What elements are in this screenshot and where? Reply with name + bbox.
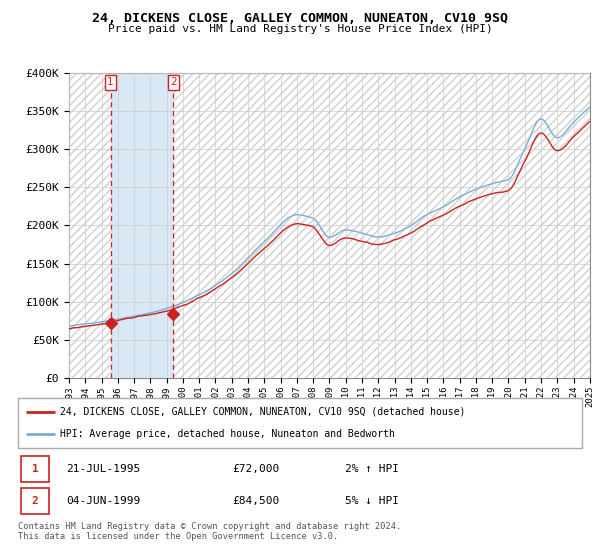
Text: £72,000: £72,000 xyxy=(232,464,280,474)
FancyBboxPatch shape xyxy=(18,398,582,448)
Text: 24, DICKENS CLOSE, GALLEY COMMON, NUNEATON, CV10 9SQ (detached house): 24, DICKENS CLOSE, GALLEY COMMON, NUNEAT… xyxy=(60,407,466,417)
Text: Price paid vs. HM Land Registry's House Price Index (HPI): Price paid vs. HM Land Registry's House … xyxy=(107,24,493,34)
FancyBboxPatch shape xyxy=(21,456,49,482)
Text: Contains HM Land Registry data © Crown copyright and database right 2024.
This d: Contains HM Land Registry data © Crown c… xyxy=(18,522,401,542)
Bar xyxy=(110,73,173,378)
Text: 2: 2 xyxy=(170,77,177,87)
Text: 5% ↓ HPI: 5% ↓ HPI xyxy=(345,496,399,506)
Text: HPI: Average price, detached house, Nuneaton and Bedworth: HPI: Average price, detached house, Nune… xyxy=(60,429,395,439)
Text: 24, DICKENS CLOSE, GALLEY COMMON, NUNEATON, CV10 9SQ: 24, DICKENS CLOSE, GALLEY COMMON, NUNEAT… xyxy=(92,12,508,25)
Text: 2% ↑ HPI: 2% ↑ HPI xyxy=(345,464,399,474)
Text: 1: 1 xyxy=(107,77,114,87)
Text: 2: 2 xyxy=(32,496,38,506)
Text: 1: 1 xyxy=(32,464,38,474)
Text: 04-JUN-1999: 04-JUN-1999 xyxy=(66,496,140,506)
Text: 21-JUL-1995: 21-JUL-1995 xyxy=(66,464,140,474)
FancyBboxPatch shape xyxy=(21,488,49,514)
Text: £84,500: £84,500 xyxy=(232,496,280,506)
